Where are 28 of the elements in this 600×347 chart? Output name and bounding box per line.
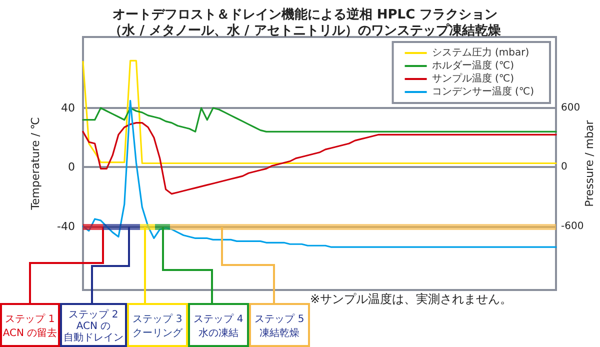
y-tick-label: 40 (61, 102, 75, 115)
text: ステップ 4 (194, 313, 244, 325)
chart-title: オートデフロスト＆ドレイン機能による逆相 HPLC フラクション（水 / メタノール、水 / アセトニトリル）のワンステップ凍結乾燥 (109, 6, 501, 38)
text: ステップ 1 (5, 313, 55, 325)
y2-tick-label: 600 (561, 102, 580, 114)
y2-axis-title: Pressure / mbar (583, 120, 596, 207)
legend-label: サンプル温度 (℃) (432, 72, 514, 84)
line-series (82, 107, 557, 132)
text: 凍結乾燥 (260, 327, 300, 339)
legend-label: ホルダー温度 (℃) (432, 60, 514, 72)
y-axis-title: Temperature / ℃ (29, 117, 42, 211)
text: クーリング (132, 328, 184, 339)
text: ステップ 3 (132, 313, 182, 325)
text: ACN の留去 (2, 327, 58, 339)
y2-tick-label: 0 (561, 162, 568, 173)
line-series (82, 60, 557, 164)
text: ステップ 2 (68, 308, 118, 320)
line-series (82, 100, 557, 248)
y2-tick-label: -600 (561, 220, 584, 232)
text: 水の凍結 (198, 327, 238, 339)
y-tick-label: -40 (57, 220, 75, 233)
legend-label: コンデンサー温度 (℃) (432, 86, 534, 98)
legend-label: システム圧力 (mbar) (432, 46, 530, 58)
y-tick-label: 0 (68, 160, 75, 174)
text: ACN の自動ドレイン (64, 321, 124, 344)
line-series (82, 122, 557, 195)
text: ※サンプル温度は、実測されません。 (310, 292, 512, 306)
text: ステップ 5 (254, 313, 304, 325)
